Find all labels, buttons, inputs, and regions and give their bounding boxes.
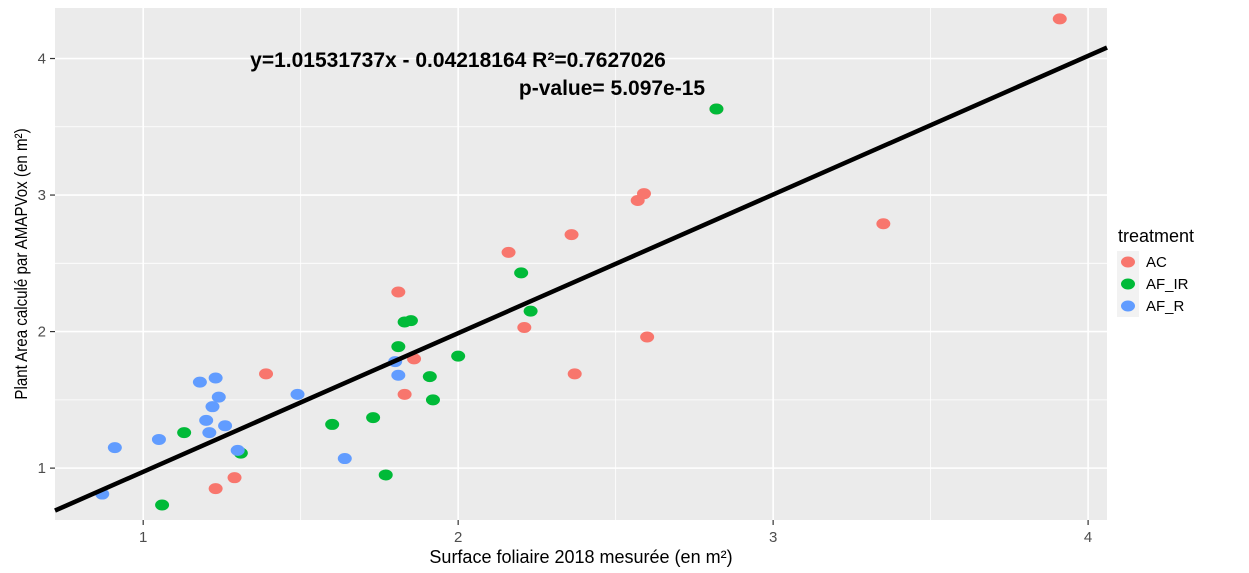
legend-symbol-af-ir: [1121, 278, 1135, 290]
data-point-af-r: [107, 442, 122, 454]
data-points: [95, 13, 1067, 511]
regression-layer: [54, 45, 1108, 513]
x-tick-label: 3: [769, 529, 777, 546]
data-point-ac: [564, 229, 579, 241]
axis-ticks: 1 2 3 4 1 2 3 4: [38, 51, 1093, 546]
data-point-ac: [259, 368, 274, 380]
regression-line: [54, 45, 1108, 513]
data-point-af-r: [211, 391, 226, 403]
data-point-ac: [630, 195, 645, 207]
regression-equation-annotation: y=1.01531737x - 0.04218164 R²=0.7627026: [250, 49, 666, 72]
legend: treatment AC AF_IR AF_R: [1117, 226, 1194, 317]
grid: [55, 8, 1107, 520]
x-tick-label: 4: [1084, 529, 1092, 546]
legend-label-af-r: AF_R: [1146, 298, 1185, 315]
data-point-af-r: [192, 376, 207, 388]
data-point-af-r: [218, 420, 233, 432]
data-point-ac: [640, 331, 655, 343]
legend-symbol-af-r: [1121, 300, 1135, 312]
data-point-ac: [517, 321, 532, 333]
data-point-ac: [567, 368, 582, 380]
y-tick-label: 4: [38, 51, 46, 68]
data-point-af-r: [208, 372, 223, 384]
data-point-af-ir: [523, 305, 538, 317]
y-axis-title: Plant Area calculé par AMAPVox (en m²): [11, 128, 32, 399]
data-point-ac: [227, 472, 242, 484]
y-tick-label: 3: [38, 187, 46, 204]
data-point-ac: [208, 483, 223, 495]
data-point-af-ir: [391, 341, 406, 353]
data-point-af-r: [337, 453, 352, 465]
data-point-ac: [391, 286, 406, 298]
data-point-af-ir: [425, 394, 440, 406]
data-point-ac: [1052, 13, 1067, 25]
data-point-af-r: [391, 369, 406, 381]
legend-title: treatment: [1118, 226, 1194, 246]
data-point-af-r: [205, 401, 220, 413]
data-point-af-r: [202, 427, 217, 439]
data-point-af-r: [151, 433, 166, 445]
data-point-af-ir: [177, 427, 192, 439]
data-point-af-r: [199, 414, 214, 426]
legend-label-af-ir: AF_IR: [1146, 276, 1189, 293]
data-point-af-ir: [325, 418, 340, 430]
data-point-af-ir: [397, 316, 412, 328]
data-point-af-ir: [378, 469, 393, 481]
data-point-af-r: [290, 388, 305, 400]
legend-items: AC AF_IR AF_R: [1117, 251, 1189, 317]
data-point-af-ir: [155, 499, 170, 511]
p-value-annotation: p-value= 5.097e-15: [519, 77, 706, 100]
x-axis-title: Surface foliaire 2018 mesurée (en m²): [429, 547, 732, 567]
x-tick-label: 2: [454, 529, 462, 546]
data-point-af-ir: [422, 371, 437, 383]
data-point-af-ir: [709, 103, 724, 115]
data-point-ac: [876, 218, 891, 230]
data-point-af-ir: [451, 350, 466, 362]
data-point-af-ir: [514, 267, 529, 279]
y-tick-label: 1: [38, 460, 46, 477]
x-tick-label: 1: [139, 529, 147, 546]
data-point-af-r: [230, 444, 245, 456]
legend-symbol-ac: [1121, 256, 1135, 268]
legend-label-ac: AC: [1146, 254, 1167, 271]
y-tick-label: 2: [38, 324, 46, 341]
data-point-af-ir: [366, 412, 381, 424]
data-point-ac: [397, 388, 412, 400]
data-point-ac: [501, 246, 516, 258]
